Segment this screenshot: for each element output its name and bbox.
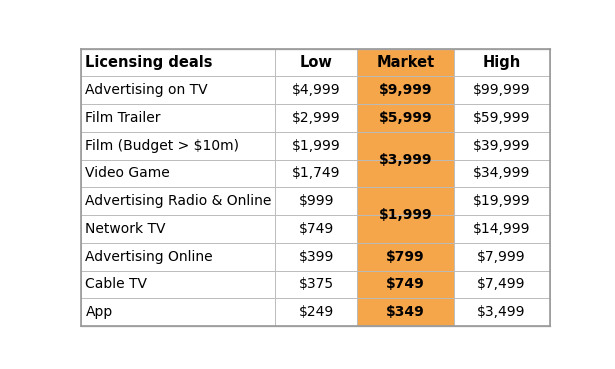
Bar <box>357 132 453 159</box>
Bar <box>276 132 357 159</box>
Text: $59,999: $59,999 <box>473 111 530 125</box>
Bar <box>453 243 550 270</box>
Bar <box>81 215 276 243</box>
Text: $2,999: $2,999 <box>292 111 341 125</box>
Bar <box>81 76 276 104</box>
Text: $3,499: $3,499 <box>477 305 526 319</box>
Bar <box>276 187 357 215</box>
Bar <box>357 159 453 187</box>
Text: High: High <box>483 55 521 70</box>
Text: $19,999: $19,999 <box>473 194 530 208</box>
Bar <box>276 270 357 299</box>
Text: Network TV: Network TV <box>85 222 166 236</box>
Text: $3,999: $3,999 <box>379 152 432 166</box>
Text: $999: $999 <box>299 194 334 208</box>
Bar <box>453 187 550 215</box>
Text: Market: Market <box>376 55 435 70</box>
Bar <box>453 104 550 132</box>
Bar <box>276 215 357 243</box>
Text: $34,999: $34,999 <box>473 166 530 180</box>
Bar <box>81 299 276 326</box>
Bar <box>453 132 550 159</box>
Bar <box>357 299 453 326</box>
Text: $349: $349 <box>386 305 425 319</box>
Text: $749: $749 <box>299 222 334 236</box>
Text: Low: Low <box>300 55 333 70</box>
Text: $39,999: $39,999 <box>473 139 530 153</box>
Text: App: App <box>85 305 113 319</box>
Bar <box>276 104 357 132</box>
Text: $1,999: $1,999 <box>292 139 341 153</box>
Bar <box>81 104 276 132</box>
Bar <box>453 299 550 326</box>
Bar <box>453 215 550 243</box>
Bar <box>276 49 357 76</box>
Text: Advertising Online: Advertising Online <box>85 250 213 264</box>
Text: Cable TV: Cable TV <box>85 277 148 292</box>
Bar <box>81 243 276 270</box>
Text: $7,999: $7,999 <box>477 250 526 264</box>
Text: $4,999: $4,999 <box>292 83 341 97</box>
Bar <box>357 270 453 299</box>
Bar <box>276 76 357 104</box>
Text: $1,999: $1,999 <box>379 208 432 222</box>
Bar <box>81 132 276 159</box>
Text: Film Trailer: Film Trailer <box>85 111 161 125</box>
Bar <box>357 215 453 243</box>
Text: Advertising Radio & Online: Advertising Radio & Online <box>85 194 272 208</box>
Text: $7,499: $7,499 <box>477 277 526 292</box>
Bar <box>453 159 550 187</box>
Bar <box>81 49 276 76</box>
Text: $5,999: $5,999 <box>379 111 432 125</box>
Bar <box>453 76 550 104</box>
Text: $9,999: $9,999 <box>379 83 432 97</box>
Text: Licensing deals: Licensing deals <box>85 55 213 70</box>
Text: $1,749: $1,749 <box>292 166 341 180</box>
Bar <box>357 76 453 104</box>
Bar <box>357 104 453 132</box>
Bar <box>81 159 276 187</box>
Text: $799: $799 <box>386 250 425 264</box>
Text: $749: $749 <box>386 277 425 292</box>
Text: $375: $375 <box>299 277 334 292</box>
Text: $249: $249 <box>299 305 334 319</box>
Bar <box>276 243 357 270</box>
Bar <box>81 187 276 215</box>
Text: Film (Budget > $10m): Film (Budget > $10m) <box>85 139 239 153</box>
Text: $99,999: $99,999 <box>473 83 530 97</box>
Bar <box>276 299 357 326</box>
Bar <box>276 159 357 187</box>
Bar <box>357 49 453 76</box>
Bar <box>357 187 453 215</box>
Bar <box>357 243 453 270</box>
Text: Video Game: Video Game <box>85 166 170 180</box>
Bar <box>453 270 550 299</box>
Text: $399: $399 <box>299 250 334 264</box>
Bar <box>81 270 276 299</box>
Bar <box>453 49 550 76</box>
Text: $14,999: $14,999 <box>473 222 530 236</box>
Text: Advertising on TV: Advertising on TV <box>85 83 208 97</box>
